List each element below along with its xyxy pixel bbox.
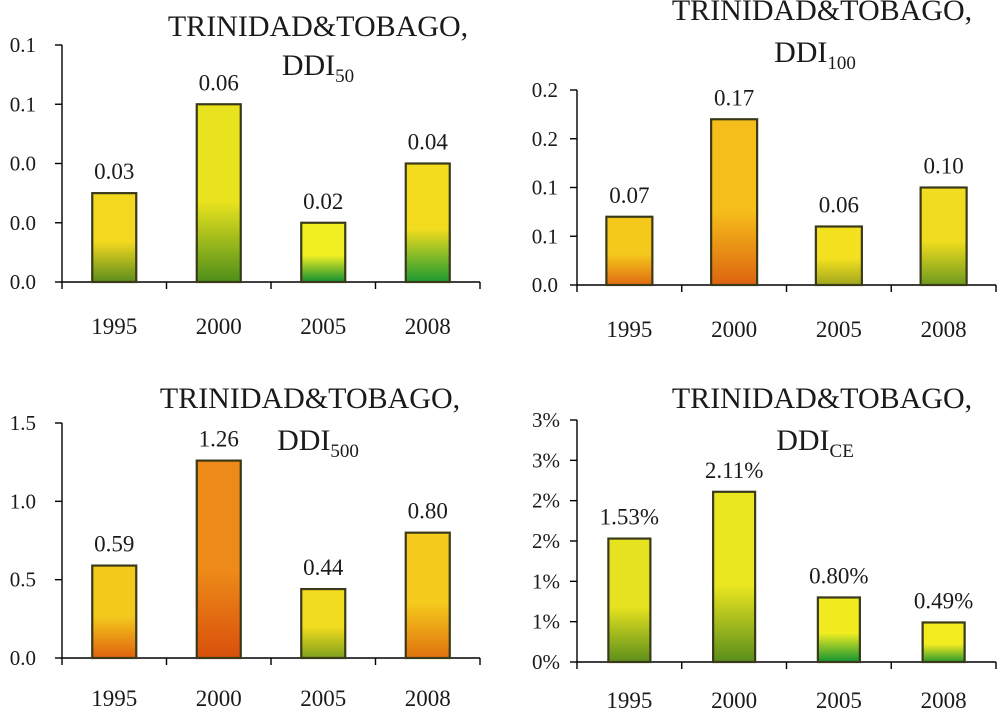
x-tick-label-1995: 1995	[606, 317, 652, 342]
x-tick-label-2005: 2005	[816, 688, 862, 713]
y-tick-label: 0.0	[10, 646, 36, 670]
y-tick-label: 0.2	[532, 78, 558, 102]
y-tick-label: 1.0	[10, 489, 36, 513]
data-label-2005: 0.80%	[809, 563, 868, 588]
x-tick-label-2008: 2008	[405, 314, 451, 339]
data-label-2000: 0.06	[199, 70, 239, 95]
y-tick-label: 0%	[532, 650, 560, 674]
x-tick-label-1995: 1995	[606, 688, 652, 713]
y-tick-label: 3%	[532, 448, 560, 472]
chart-title-subscript: CE	[830, 441, 854, 462]
y-tick-label: 0.0	[532, 273, 558, 297]
y-tick-label: 0.1	[10, 92, 36, 116]
y-tick-label: 0.2	[532, 127, 558, 151]
y-tick-label: 0.1	[532, 176, 558, 200]
chart-panel-1: TRINIDAD&TOBAGO, DDI100 0.0 0.1 0.1 0.2 0.2 0.0…	[532, 0, 997, 342]
x-tick-label-2005: 2005	[300, 686, 346, 711]
y-tick-label: 3%	[532, 408, 560, 432]
chart-title-line2: DDI100	[774, 36, 856, 74]
y-tick-label: 0.1	[532, 224, 558, 248]
chart-title-main: DDI	[277, 424, 330, 457]
chart-title-subscript: 50	[335, 66, 354, 87]
x-tick-label-2008: 2008	[921, 317, 967, 342]
data-label-2008: 0.49%	[914, 588, 973, 613]
bar-1995	[607, 537, 652, 664]
chart-title-line1: TRINIDAD&TOBAGO,	[168, 10, 468, 43]
x-tick-label-2000: 2000	[711, 688, 757, 713]
chart-title-line2: DDI50	[282, 49, 354, 87]
x-tick-label-2008: 2008	[921, 688, 967, 713]
bar-2000	[712, 490, 757, 664]
data-label-2008: 0.80	[408, 499, 448, 524]
bar-2008	[921, 621, 966, 664]
data-label-2005: 0.44	[303, 555, 344, 580]
y-tick-label: 1%	[532, 610, 560, 634]
bar-1995	[605, 215, 654, 287]
y-tick-label: 0.0	[10, 211, 36, 235]
bar-2008	[404, 162, 451, 284]
y-tick-label: 0.0	[10, 152, 36, 176]
data-label-2008: 0.10	[924, 154, 964, 179]
bar-2005	[300, 587, 347, 660]
chart-title-main: DDI	[282, 49, 335, 82]
data-label-1995: 0.07	[609, 183, 649, 208]
y-tick-label: 2%	[532, 489, 560, 513]
y-tick-label: 0.5	[10, 568, 36, 592]
chart-panel-3: TRINIDAD&TOBAGO, DDICE 0% 1% 1% 2% 2% 3% 3% 1.53%…	[532, 382, 997, 713]
bar-2005	[814, 225, 863, 287]
bar-1995	[91, 192, 138, 284]
chart-title-subscript: 500	[330, 441, 359, 462]
x-tick-label-2005: 2005	[300, 314, 346, 339]
data-label-2000: 1.26	[199, 427, 239, 452]
chart-panel-2: TRINIDAD&TOBAGO, DDI500 0.0 0.5 1.0 1.5 0.59 19…	[10, 382, 481, 711]
chart-title-line2: DDI500	[277, 424, 359, 462]
bar-1995	[91, 564, 138, 660]
data-label-1995: 1.53%	[600, 505, 659, 530]
y-tick-label: 0.0	[10, 270, 36, 294]
data-label-1995: 0.03	[94, 159, 134, 184]
x-tick-label-2000: 2000	[196, 314, 242, 339]
y-tick-label: 2%	[532, 529, 560, 553]
x-tick-label-2000: 2000	[711, 317, 757, 342]
bar-2005	[300, 221, 347, 284]
bar-2000	[195, 459, 242, 660]
data-label-2008: 0.04	[408, 130, 449, 155]
data-label-2005: 0.02	[303, 189, 343, 214]
bar-2000	[195, 103, 242, 284]
chart-title-line1: TRINIDAD&TOBAGO,	[672, 382, 972, 415]
chart-title-line1: TRINIDAD&TOBAGO,	[672, 0, 972, 27]
data-label-2000: 2.11%	[705, 458, 764, 483]
bar-2000	[710, 118, 759, 287]
y-tick-label: 0.1	[10, 33, 36, 57]
y-tick-label: 1.5	[10, 411, 36, 435]
y-tick-label: 1%	[532, 569, 560, 593]
chart-title-main: DDI	[774, 36, 827, 69]
x-tick-label-2005: 2005	[816, 317, 862, 342]
chart-title-line1: TRINIDAD&TOBAGO,	[160, 382, 460, 415]
x-tick-label-2008: 2008	[405, 686, 451, 711]
chart-title-line2: DDICE	[776, 424, 854, 462]
chart-title-subscript: 100	[827, 53, 856, 74]
chart-title-main: DDI	[776, 424, 829, 457]
bar-2008	[919, 186, 968, 287]
chart-panel-0: TRINIDAD&TOBAGO, DDI50 0.0 0.0 0.0 0.1 0.1 0.03…	[10, 10, 481, 339]
data-label-1995: 0.59	[94, 532, 134, 557]
data-label-2000: 0.17	[714, 85, 754, 110]
data-label-2005: 0.06	[819, 193, 859, 218]
x-tick-label-1995: 1995	[91, 314, 137, 339]
bar-2008	[404, 531, 451, 660]
x-tick-label-2000: 2000	[196, 686, 242, 711]
x-tick-label-1995: 1995	[91, 686, 137, 711]
bar-2005	[816, 596, 861, 664]
